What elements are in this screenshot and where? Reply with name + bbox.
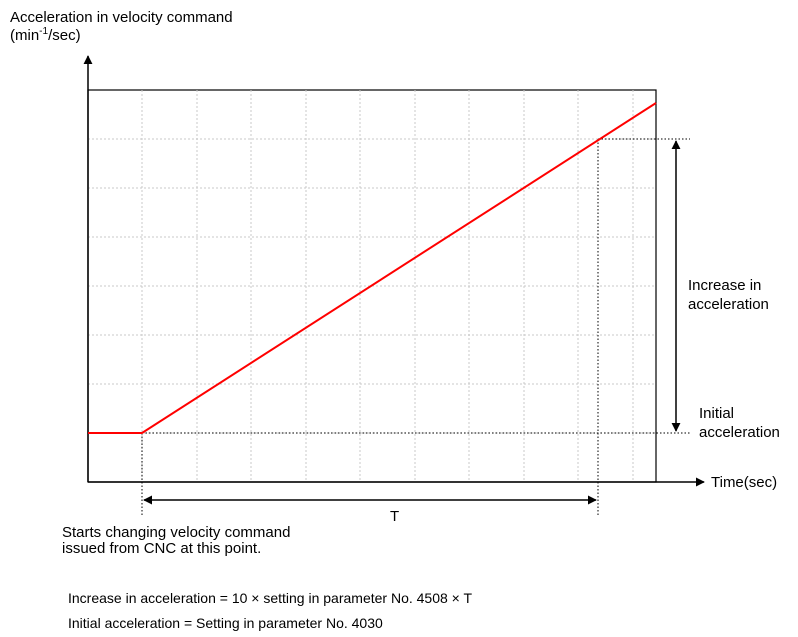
y-axis-title: Acceleration in velocity command (10, 9, 233, 26)
x-axis-label: Time(sec) (711, 474, 777, 491)
increase-label-line1: Increase in (688, 277, 761, 294)
y-axis-unit-sup: -1 (39, 26, 48, 37)
increase-label-line2: acceleration (688, 296, 769, 313)
y-axis-unit-suffix: /sec) (48, 27, 81, 44)
start-note-line2: issued from CNC at this point. (62, 540, 261, 557)
acceleration-curve (88, 102, 657, 434)
start-note-line1: Starts changing velocity command (62, 524, 290, 541)
formula-initial: Initial acceleration = Setting in parame… (68, 615, 383, 631)
y-axis-unit: (min-1/sec) (10, 26, 81, 44)
initial-label-line2: acceleration (699, 424, 780, 441)
y-axis-unit-prefix: (min (10, 27, 39, 44)
initial-label-line1: Initial (699, 405, 734, 422)
formula-increase: Increase in acceleration = 10 × setting … (68, 590, 472, 606)
reference-lines (141, 138, 690, 516)
period-label: T (390, 508, 399, 525)
